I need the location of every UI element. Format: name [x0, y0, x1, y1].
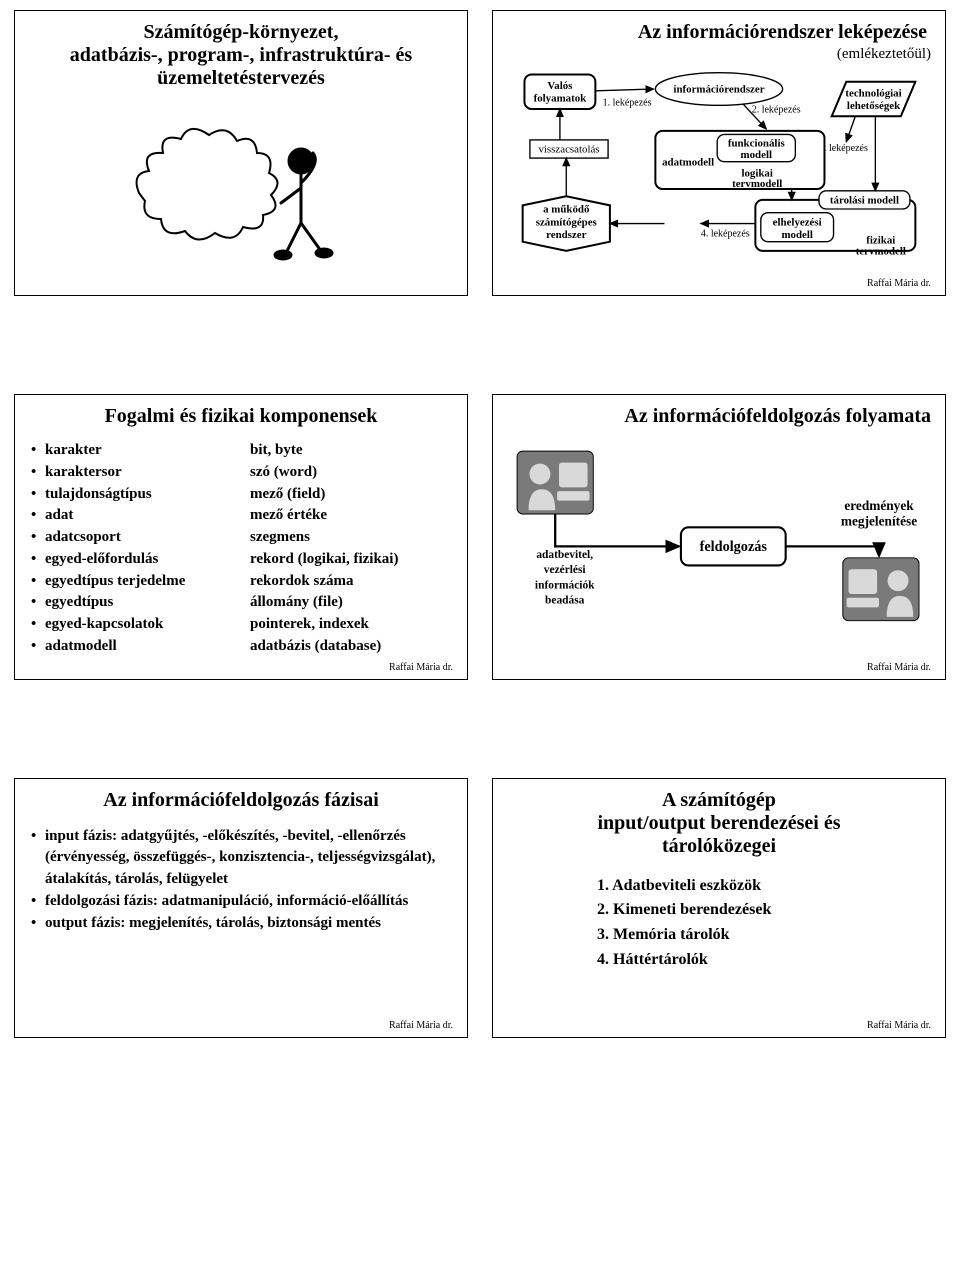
list-item: egyed-kapcsolatok — [29, 614, 232, 636]
list-item: 4. Háttértárolók — [597, 948, 931, 973]
panel-folyamata: Az információfeldolgozás folyamata — [492, 394, 946, 680]
component-table: karakter karaktersor tulajdonságtípus ad… — [29, 440, 453, 658]
panel-title: Fogalmi és fizikai komponensek — [29, 405, 453, 428]
svg-text:beadása: beadása — [545, 595, 585, 607]
list-item: egyedtípus — [29, 592, 232, 614]
svg-text:vezérlési: vezérlési — [544, 564, 586, 576]
list-item: mező értéke — [250, 505, 453, 527]
list-item: rekord (logikai, fizikai) — [250, 549, 453, 571]
svg-text:számítógépes: számítógépes — [536, 216, 597, 228]
list-item: szó (word) — [250, 462, 453, 484]
list-item: egyed-előfordulás — [29, 549, 232, 571]
svg-text:tervmodell: tervmodell — [856, 245, 906, 257]
panel-footer: Raffai Mária dr. — [29, 658, 453, 673]
list-item: karakter — [29, 440, 232, 462]
mapping-diagram: Valós folyamatok információrendszer tech… — [507, 69, 931, 274]
list-item: rekordok száma — [250, 571, 453, 593]
list-item: egyedtípus terjedelme — [29, 571, 232, 593]
svg-text:elhelyezési: elhelyezési — [773, 216, 822, 228]
svg-text:2. leképezés: 2. leképezés — [752, 105, 801, 116]
panel-fazisai: Az információfeldolgozás fázisai input f… — [14, 778, 468, 1038]
svg-text:Valós: Valós — [547, 80, 572, 92]
panel-title: Az információfeldolgozás fázisai — [29, 789, 453, 812]
list-item: pointerek, indexek — [250, 614, 453, 636]
svg-text:3. leképezés: 3. leképezés — [819, 143, 868, 154]
panel-title: Az információfeldolgozás folyamata — [507, 405, 931, 428]
svg-text:tárolási modell: tárolási modell — [830, 195, 899, 207]
panel-lekepezes: Az információrendszer leképezése (emléke… — [492, 10, 946, 296]
list-item: 1. Adatbeviteli eszközök — [597, 874, 931, 899]
svg-text:megjelenítése: megjelenítése — [841, 513, 917, 528]
panel-kornyezet: Számítógép-környezet, adatbázis-, progra… — [14, 10, 468, 296]
svg-text:tervmodell: tervmodell — [732, 178, 782, 190]
list-item: bit, byte — [250, 440, 453, 462]
svg-text:a működő: a működő — [543, 204, 590, 216]
svg-text:modell: modell — [781, 229, 812, 241]
panel-komponensek: Fogalmi és fizikai komponensek karakter … — [14, 394, 468, 680]
list-item: karaktersor — [29, 462, 232, 484]
svg-text:technológiai: technológiai — [845, 87, 901, 99]
panel-io: A számítógép input/output berendezései é… — [492, 778, 946, 1038]
list-item: adatmodell — [29, 636, 232, 658]
list-item: adatbázis (database) — [250, 636, 453, 658]
list-item: 3. Memória tárolók — [597, 923, 931, 948]
panel-title: Az információrendszer leképezése — [507, 21, 931, 44]
panel-footer: Raffai Mária dr. — [507, 1016, 931, 1031]
svg-text:lehetőségek: lehetőségek — [847, 100, 901, 112]
panel-subtitle: (emlékeztetőül) — [507, 46, 931, 63]
svg-text:eredmények: eredmények — [844, 498, 914, 513]
panel-title: A számítógép input/output berendezései é… — [507, 789, 931, 858]
phase-list: input fázis: adatgyűjtés, -előkészítés, … — [29, 826, 453, 935]
list-item: tulajdonságtípus — [29, 484, 232, 506]
list-item: 2. Kimeneti berendezések — [597, 898, 931, 923]
svg-text:folyamatok: folyamatok — [534, 93, 588, 105]
svg-text:4. leképezés: 4. leképezés — [701, 228, 750, 239]
panel-footer: Raffai Mária dr. — [507, 658, 931, 673]
svg-text:1. leképezés: 1. leképezés — [603, 97, 652, 108]
svg-text:információk: információk — [535, 579, 595, 591]
svg-text:feldolgozás: feldolgozás — [700, 539, 768, 555]
right-column: bit, byte szó (word) mező (field) mező é… — [250, 440, 453, 658]
list-item: szegmens — [250, 527, 453, 549]
panel-footer: Raffai Mária dr. — [507, 274, 931, 289]
list-item: adat — [29, 505, 232, 527]
io-list: 1. Adatbeviteli eszközök 2. Kimeneti ber… — [597, 874, 931, 973]
panel-footer: Raffai Mária dr. — [29, 1016, 453, 1031]
list-item: mező (field) — [250, 484, 453, 506]
svg-text:funkcionális: funkcionális — [728, 137, 785, 149]
list-item: adatcsoport — [29, 527, 232, 549]
svg-text:információrendszer: információrendszer — [673, 84, 764, 96]
list-item: input fázis: adatgyűjtés, -előkészítés, … — [29, 826, 453, 891]
list-item: output fázis: megjelenítés, tárolás, biz… — [29, 913, 453, 935]
svg-text:adatmodell: adatmodell — [662, 156, 714, 168]
decorative-illustration — [29, 96, 453, 289]
svg-text:modell: modell — [741, 149, 772, 161]
process-diagram: adatbevitel, vezérlési információk beadá… — [507, 434, 931, 658]
list-item: feldolgozási fázis: adatmanipuláció, inf… — [29, 891, 453, 913]
svg-text:rendszer: rendszer — [546, 229, 586, 241]
left-column: karakter karaktersor tulajdonságtípus ad… — [29, 440, 232, 658]
svg-text:adatbevitel,: adatbevitel, — [536, 549, 593, 561]
list-item: állomány (file) — [250, 592, 453, 614]
svg-text:visszacsatolás: visszacsatolás — [538, 144, 599, 156]
panel-title: Számítógép-környezet, adatbázis-, progra… — [29, 21, 453, 90]
